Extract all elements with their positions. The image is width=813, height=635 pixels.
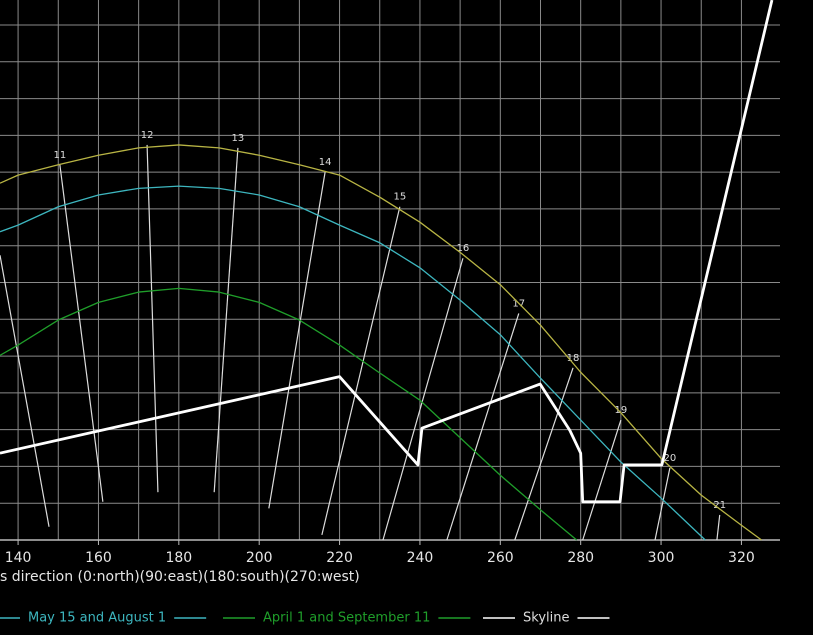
hour-line	[146, 144, 159, 493]
x-tick-label: 280	[567, 550, 594, 566]
x-tick-label: 240	[407, 550, 434, 566]
x-tick-label: 160	[85, 550, 112, 566]
hour-label: 11	[54, 150, 67, 161]
hour-line	[514, 367, 574, 541]
hour-label: 14	[319, 157, 332, 168]
x-tick-label: 300	[648, 550, 675, 566]
series-line	[0, 287, 578, 541]
hour-line	[321, 206, 401, 535]
hour-line	[213, 147, 239, 493]
hour-line	[654, 467, 671, 541]
hour-line	[716, 514, 721, 541]
hour-label: 21	[713, 500, 726, 511]
x-tick-label: 320	[728, 550, 755, 566]
hour-line	[446, 313, 520, 541]
series-line	[0, 144, 762, 541]
hour-line	[582, 419, 622, 541]
hour-label: 20	[664, 453, 677, 464]
hour-label: 15	[393, 192, 406, 203]
x-tick-label: 220	[326, 550, 353, 566]
legend-label: Skyline	[523, 611, 569, 626]
x-tick-label: 260	[487, 550, 514, 566]
hour-line	[0, 255, 50, 527]
hour-label: 16	[457, 243, 470, 254]
series-line	[0, 0, 774, 504]
x-tick-label: 140	[5, 550, 32, 566]
hour-label: 19	[614, 405, 627, 416]
series-line	[0, 185, 706, 541]
x-tick-label: 200	[246, 550, 273, 566]
legend-label: April 1 and September 11	[263, 611, 430, 626]
x-tick-label: 180	[165, 550, 192, 566]
hour-label: 13	[232, 133, 245, 144]
hour-label: 18	[567, 353, 580, 364]
hour-line	[268, 172, 326, 509]
x-axis-label: s direction (0:north)(90:east)(180:south…	[0, 569, 360, 585]
hour-label: 12	[141, 130, 154, 141]
legend-label: May 15 and August 1	[28, 611, 166, 626]
hour-line	[59, 164, 104, 502]
hour-line	[382, 258, 464, 541]
